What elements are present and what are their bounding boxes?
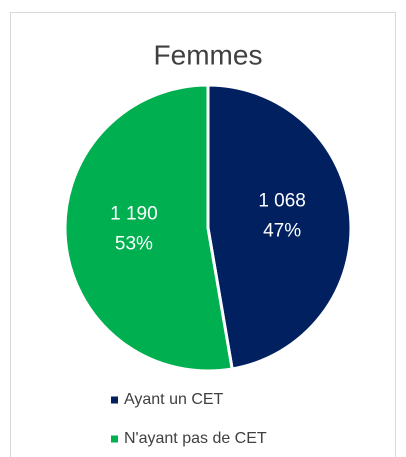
- pie-slice: [206, 83, 353, 371]
- legend-label: Ayant un CET: [124, 391, 224, 408]
- legend-swatch: [111, 435, 118, 443]
- chart-title: Femmes: [154, 39, 263, 70]
- data-label: 1 068: [258, 191, 306, 212]
- legend-label: N'ayant pas de CET: [124, 430, 267, 447]
- percentage-label: 53%: [115, 233, 153, 254]
- pie-slice: [63, 83, 234, 373]
- legend-swatch: [111, 396, 118, 404]
- percentage-label: 47%: [263, 221, 301, 242]
- data-label: 1 190: [110, 203, 158, 224]
